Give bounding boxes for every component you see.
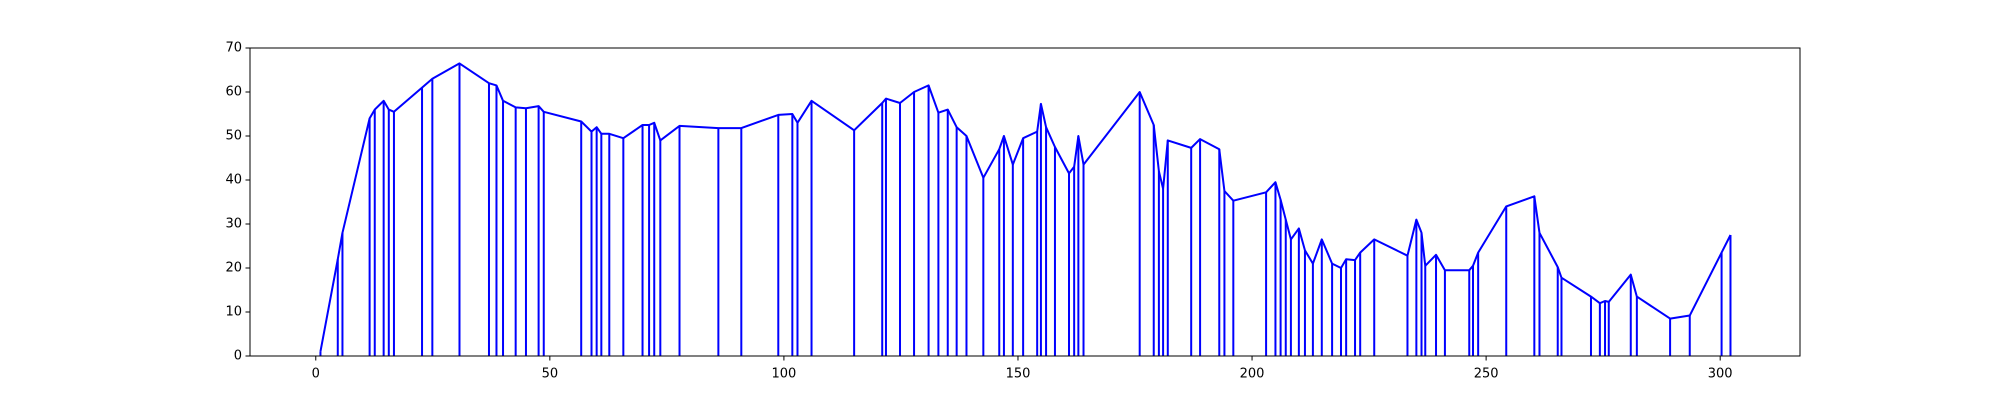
x-tick-label: 200: [1240, 367, 1265, 382]
y-tick-label: 70: [225, 41, 242, 56]
plot-frame: [249, 47, 1801, 357]
x-tick-label: 50: [542, 367, 559, 382]
y-tick-label: 20: [225, 261, 242, 276]
y-tick-label: 50: [225, 129, 242, 144]
y-tick-label: 40: [225, 173, 242, 188]
x-tick-label: 250: [1474, 367, 1499, 382]
y-tick-label: 30: [225, 217, 242, 232]
data-line: [319, 62, 1732, 352]
y-tick-label: 60: [225, 85, 242, 100]
x-tick-label: 0: [312, 367, 320, 382]
y-tick-label: 10: [225, 305, 242, 320]
x-tick-label: 100: [771, 367, 796, 382]
x-tick-label: 300: [1708, 367, 1733, 382]
y-tick-label: 0: [234, 349, 242, 364]
x-tick-label: 150: [1006, 367, 1031, 382]
